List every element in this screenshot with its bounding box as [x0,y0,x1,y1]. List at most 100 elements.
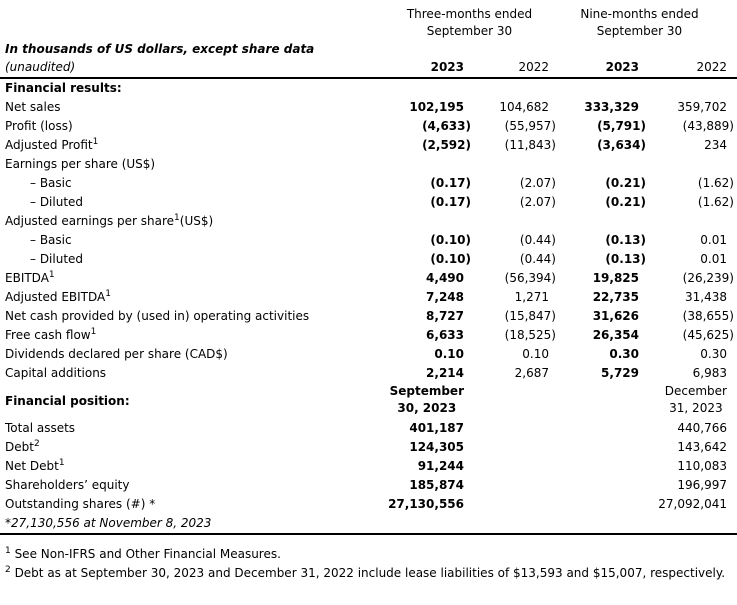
cell-value: (0.13) [556,231,646,250]
cell-value: (0.10) [383,231,471,250]
year-header: 2022 [518,60,549,74]
cell-value [471,476,556,495]
row-label-text: – Basic [30,233,72,247]
cell-value: (55,957) [471,117,556,136]
cell-value: 124,305 [383,438,471,457]
row-label: *27,130,556 at November 8, 2023 [0,514,383,533]
section-row: Financial results: [0,79,737,98]
value-text: (0.13) [605,233,646,247]
row-label: Financial position: [0,393,383,410]
cell-value: (3,634) [556,136,646,155]
value-text: 0.30 [609,347,639,361]
value-text: (0.44) [519,233,556,247]
cell-value: 31,438 [646,288,737,307]
year-header: 2023 [605,60,639,74]
row-label: – Basic [0,174,383,193]
cell-value: 234 [646,136,737,155]
cell-value [556,79,646,98]
cell-value: December 31, 2023 [646,383,737,419]
cell-value: 2,687 [471,364,556,383]
value-text: (43,889) [682,119,734,133]
cell-value: 0.30 [556,345,646,364]
value-text: 333,329 [584,100,639,114]
cell-value: (2.07) [471,174,556,193]
table-caption: In thousands of US dollars, except share… [0,40,383,76]
value-text: 0.01 [700,252,727,266]
column-header-row: In thousands of US dollars, except share… [0,40,737,79]
value-text: 22,735 [592,290,639,304]
table-row: – Basic (0.10) (0.44) (0.13) 0.01 [0,231,737,250]
row-label-text: Financial results: [5,81,122,95]
row-label-text: Adjusted EBITDA [5,290,106,304]
value-text: (56,394) [504,271,556,285]
cell-value: 196,997 [646,476,737,495]
cell-value: 27,130,556 [383,495,471,514]
cell-value [471,155,556,174]
period-header-line1: Nine-months ended [580,7,699,21]
row-label-text: Earnings per share (US$) [5,157,156,171]
row-label-text: Adjusted earnings per share [5,214,175,228]
cell-value: 104,682 [471,98,556,117]
header-spacer [0,6,383,40]
table-row: Earnings per share (US$) [0,155,737,174]
cell-value: (18,525) [471,326,556,345]
value-text: (0.13) [605,252,646,266]
footnote-ref: 1 [90,327,97,337]
value-text: (0.17) [430,176,471,190]
row-label-text: Financial position: [5,393,130,408]
value-text: 0.01 [700,233,727,247]
value-text: 401,187 [409,421,464,435]
value-text: (38,655) [682,309,734,323]
cell-value: 6,983 [646,364,737,383]
value-text: 1,271 [514,290,549,304]
value-text: 7,248 [426,290,464,304]
value-text: (45,625) [682,328,734,342]
footnote-ref: 1 [174,213,180,223]
row-label-text: Outstanding shares (#) * [5,497,156,511]
value-text: 2,687 [514,366,549,380]
value-text: 2,214 [426,366,464,380]
value-text: 102,195 [409,100,464,114]
row-label-text: Shareholders’ equity [5,478,130,492]
cell-value [471,514,556,533]
value-text: (4,633) [422,119,471,133]
section-row: Financial position: September 30, 2023 Dec… [0,383,737,419]
row-label: – Diluted [0,193,383,212]
cell-value [383,514,471,533]
cell-value: (0.44) [471,250,556,269]
value-text: (3,634) [597,138,646,152]
cell-value [556,383,646,419]
value-text: 0.30 [700,347,727,361]
row-label-text: – Basic [30,176,72,190]
footnote-marker: 2 [5,565,11,575]
value-text: (1.62) [697,176,734,190]
value-text: 31,438 [685,290,727,304]
cell-value [383,155,471,174]
cell-value: (5,791) [556,117,646,136]
table-row: – Basic (0.17) (2.07) (0.21) (1.62) [0,174,737,193]
row-label-text: Net cash provided by (used in) operating… [5,309,310,323]
cell-value [471,79,556,98]
value-text: (5,791) [597,119,646,133]
cell-value [646,514,737,533]
row-label-text: – Diluted [30,195,84,209]
value-text: 27,130,556 [388,497,464,511]
cell-value: 0.01 [646,231,737,250]
footnote-ref: 2 [33,439,40,449]
cell-value: 110,083 [646,457,737,476]
row-label: Adjusted EBITDA1 [0,288,383,307]
value-text: (26,239) [682,271,734,285]
value-text: 0.10 [522,347,549,361]
row-label-text: Capital additions [5,366,107,380]
cell-value [646,212,737,231]
cell-value: 4,490 [383,269,471,288]
value-text: (15,847) [504,309,556,323]
value-text: 91,244 [417,459,464,473]
value-text: 26,354 [592,328,639,342]
row-label: Total assets [0,419,383,438]
cell-value: 0.01 [646,250,737,269]
value-text: (0.44) [519,252,556,266]
footnotes: 1 See Non-IFRS and Other Financial Measu… [0,545,737,583]
row-label-text: Debt [5,440,34,454]
